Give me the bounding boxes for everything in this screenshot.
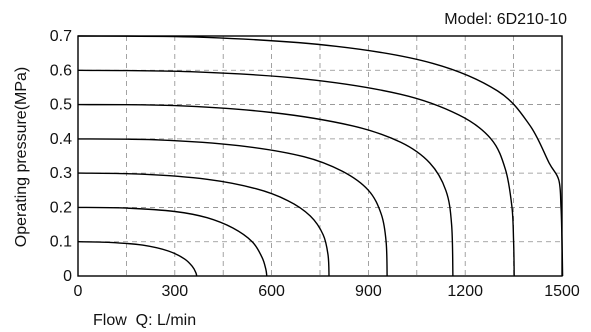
flow-curve-2 xyxy=(77,206,268,277)
x-tick-label: 900 xyxy=(355,283,382,300)
x-axis-label: Flow Q: L/min xyxy=(93,312,196,329)
flow-curves xyxy=(77,35,564,277)
x-axis-ticks: 0 300 600 900 1200 1500 xyxy=(74,283,580,300)
flow-curve-1 xyxy=(77,241,198,277)
x-tick-label: 1200 xyxy=(447,283,483,300)
y-tick-label: 0.5 xyxy=(50,97,72,114)
x-tick-label: 1500 xyxy=(544,283,580,300)
grid xyxy=(78,36,562,276)
y-tick-label: 0.6 xyxy=(50,62,72,79)
x-tick-label: 600 xyxy=(258,283,285,300)
y-tick-label: 0.4 xyxy=(50,131,72,148)
y-axis-ticks: 0 0.1 0.2 0.3 0.4 0.5 0.6 0.7 xyxy=(50,28,72,285)
flow-curve-5 xyxy=(77,103,454,277)
model-label: Model: 6D210-10 xyxy=(444,11,567,28)
flow-curve-7 xyxy=(77,35,564,277)
x-tick-label: 0 xyxy=(74,283,83,300)
flow-curve-4 xyxy=(77,138,388,277)
plot-frame xyxy=(77,35,563,277)
y-tick-label: 0 xyxy=(63,268,72,285)
flow-curve-6 xyxy=(77,69,515,277)
y-tick-label: 0.3 xyxy=(50,165,72,182)
y-tick-label: 0.7 xyxy=(50,28,72,45)
x-tick-label: 300 xyxy=(161,283,188,300)
y-tick-label: 0.1 xyxy=(50,234,72,251)
y-tick-label: 0.2 xyxy=(50,199,72,216)
y-axis-label: Operating pressure(MPa) xyxy=(13,67,30,248)
flow-curve-3 xyxy=(77,172,330,277)
